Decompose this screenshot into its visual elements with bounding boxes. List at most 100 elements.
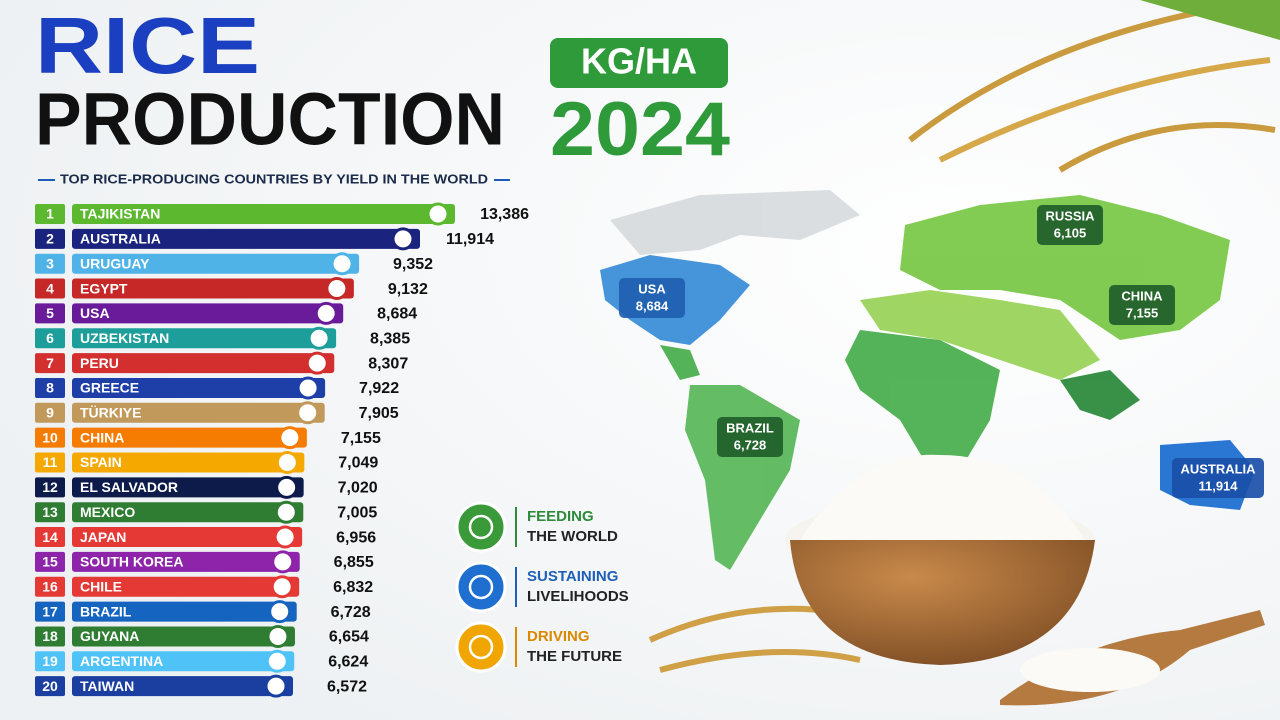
rank-box: [35, 601, 65, 622]
rice-decoration: [648, 0, 1280, 706]
flag: [296, 401, 320, 425]
category-label: TÜRKIYE: [80, 405, 141, 421]
map-label-value: 8,684: [636, 298, 669, 313]
category-label: URUGUAY: [80, 255, 150, 271]
bar: [72, 676, 293, 697]
bar: [72, 278, 354, 299]
category-label: ARGENTINA: [80, 653, 163, 669]
rank-box: [35, 402, 65, 423]
rank: 16: [42, 578, 58, 594]
map-label-value: 7,155: [1126, 305, 1159, 320]
map-label-name: RUSSIA: [1045, 208, 1095, 223]
rank-box: [35, 278, 65, 299]
map-label-name: AUSTRALIA: [1180, 461, 1256, 476]
category-label: TAIWAN: [80, 678, 134, 694]
subtitle: TOP RICE-PRODUCING COUNTRIES BY YIELD IN…: [60, 171, 488, 186]
category-label: CHINA: [80, 429, 124, 445]
title-line-1: RICE: [35, 1, 260, 90]
value-label: 6,956: [336, 529, 376, 546]
bar: [72, 253, 360, 274]
map-label-value: 11,914: [1198, 478, 1238, 493]
rank: 14: [42, 529, 58, 545]
feature-icon: [455, 561, 507, 613]
rank: 11: [43, 454, 58, 470]
title-line-2: PRODUCTION: [35, 78, 505, 161]
category-label: GREECE: [80, 380, 139, 396]
category-label: USA: [80, 305, 110, 321]
year: 2024: [550, 87, 730, 172]
rank: 8: [46, 380, 54, 396]
map-labels: USA 8,684 RUSSIA 6,105 CHINA 7,155 BRAZIL 6,728…: [619, 205, 1264, 498]
category-label: JAPAN: [80, 529, 126, 545]
rank: 1: [46, 206, 54, 222]
flag: [265, 649, 289, 673]
feature-icon-inner: [468, 634, 494, 660]
category-label: EL SALVADOR: [80, 479, 178, 495]
rank: 2: [46, 231, 54, 247]
category-label: BRAZIL: [80, 603, 132, 619]
rank-box: [35, 527, 65, 548]
rank: 17: [42, 603, 58, 619]
rank: 10: [42, 429, 58, 445]
flag: [391, 227, 415, 251]
value-label: 7,922: [359, 380, 399, 397]
bar: [72, 626, 295, 647]
flag: [278, 426, 302, 450]
rank: 5: [46, 305, 54, 321]
value-label: 7,905: [359, 405, 399, 422]
category-label: AUSTRALIA: [80, 231, 161, 247]
rank: 4: [46, 280, 54, 296]
map-label-box: [717, 417, 783, 457]
value-label: 8,385: [370, 330, 410, 347]
category-label: PERU: [80, 355, 119, 371]
flag: [274, 500, 298, 524]
category-label: CHILE: [80, 578, 122, 594]
bar-chart: 1 13,386 TAJIKISTAN 2 11,914 AUSTRALIA 3 9,352 U…: [35, 202, 529, 698]
rank-box: [35, 377, 65, 398]
value-label: 6,654: [329, 629, 369, 646]
rank-box: [35, 502, 65, 523]
rank-box: [35, 551, 65, 572]
bar: [72, 502, 304, 523]
feature-icon-inner: [468, 574, 494, 600]
map-label-box: [1172, 458, 1264, 498]
flag: [268, 600, 292, 624]
value-label: 13,386: [480, 206, 529, 223]
flag: [275, 475, 299, 499]
rank-box: [35, 576, 65, 597]
bar: [72, 651, 295, 672]
feature-line-1: SUSTAINING: [527, 568, 618, 585]
category-label: EGYPT: [80, 280, 128, 296]
rank: 13: [42, 504, 58, 520]
rank-box: [35, 676, 65, 697]
rank: 20: [42, 678, 58, 694]
bar: [72, 527, 303, 548]
bar: [72, 402, 325, 423]
unit: KG/HA: [581, 41, 697, 82]
category-label: GUYANA: [80, 628, 139, 644]
value-label: 6,832: [333, 579, 373, 596]
category-label: SPAIN: [80, 454, 122, 470]
flag: [426, 202, 450, 226]
rank-box: [35, 651, 65, 672]
rank: 9: [46, 405, 54, 421]
rank: 12: [42, 479, 58, 495]
value-label: 6,728: [331, 604, 371, 621]
unit-badge: [550, 38, 728, 88]
rank: 15: [42, 554, 58, 570]
bar: [72, 303, 344, 324]
feature-line-1: FEEDING: [527, 508, 594, 525]
flag: [273, 525, 297, 549]
map-label-box: [619, 278, 685, 318]
map-label-name: USA: [638, 281, 666, 296]
bar: [72, 427, 307, 448]
rank-box: [35, 328, 65, 349]
flag: [314, 301, 338, 325]
value-label: 7,155: [341, 430, 381, 447]
flag: [330, 252, 354, 276]
bar: [72, 551, 300, 572]
flag: [271, 550, 295, 574]
bar: [72, 477, 304, 498]
flag: [264, 674, 288, 698]
